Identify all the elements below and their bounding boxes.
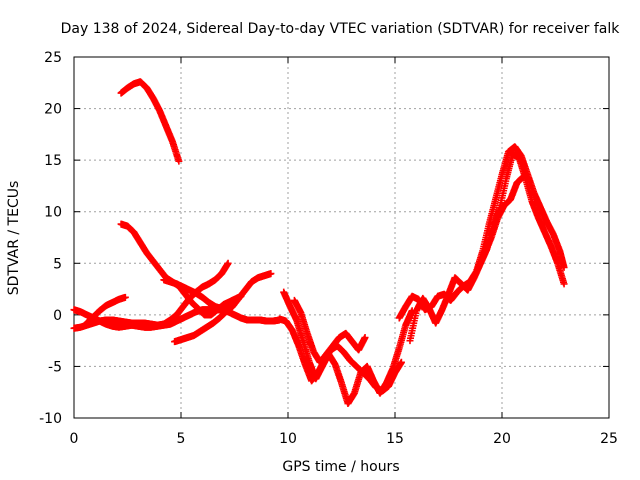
data-point	[231, 297, 238, 305]
data-point	[361, 334, 369, 342]
y-tick-label: 10	[44, 205, 62, 221]
axis-ticks	[73, 56, 610, 419]
series-arc-1	[117, 78, 183, 165]
data-point	[267, 270, 275, 278]
x-axis-label: GPS time / hours	[282, 459, 399, 475]
y-tick-label: 20	[44, 102, 62, 118]
x-tick-label: 20	[493, 431, 511, 447]
y-tick-label: 15	[44, 153, 62, 169]
y-tick-label: 5	[53, 256, 62, 272]
x-tick-label: 5	[177, 431, 186, 447]
chart-title: Day 138 of 2024, Sidereal Day-to-day VTE…	[61, 21, 621, 37]
x-tick-label: 15	[386, 431, 404, 447]
series-arc-5	[83, 293, 129, 327]
series-arc-3	[70, 306, 283, 331]
x-tick-label: 0	[70, 431, 79, 447]
y-tick-label: 25	[44, 50, 62, 66]
series-arc-4	[70, 259, 232, 332]
data-point	[519, 173, 527, 181]
y-tick-label: -5	[48, 359, 62, 375]
y-tick-label: -10	[39, 411, 62, 427]
data-points	[70, 78, 568, 408]
tick-labels: 0 5 10 15 20 25 -10 -5 0 5 10 15 20 25	[39, 50, 618, 447]
data-point	[121, 293, 129, 301]
y-axis-label: SDTVAR / TECUs	[6, 181, 22, 296]
series-arc-7	[160, 276, 238, 313]
data-point	[175, 157, 183, 165]
series-arc-13	[474, 173, 527, 271]
grid	[74, 57, 609, 418]
plot-frame	[73, 56, 610, 419]
x-tick-label: 10	[279, 431, 297, 447]
series-arc-6	[171, 270, 275, 346]
data-point	[560, 280, 568, 288]
data-point	[224, 259, 232, 267]
y-tick-label: 0	[53, 308, 62, 324]
series-arc-10	[290, 296, 369, 366]
x-tick-label: 25	[600, 431, 618, 447]
data-point	[397, 358, 405, 366]
